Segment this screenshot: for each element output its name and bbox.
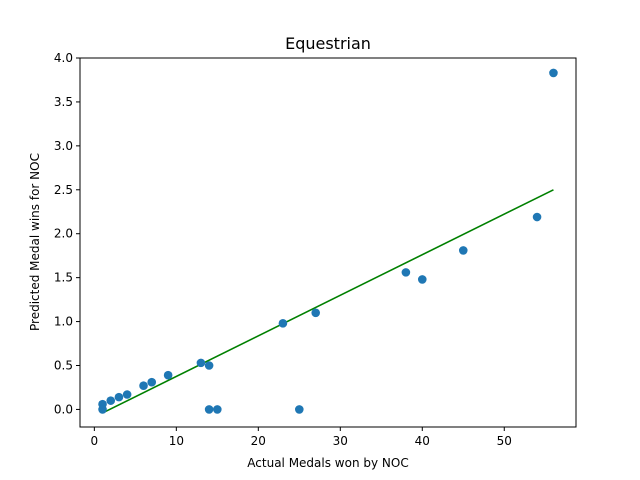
data-point: [122, 390, 132, 399]
x-tick-label: 10: [169, 434, 184, 448]
data-point: [147, 377, 157, 387]
y-tick-label: 3.5: [54, 95, 73, 109]
data-point: [417, 275, 427, 284]
x-axis: 0 10 20 30 40 50: [91, 427, 512, 448]
data-point: [311, 308, 321, 318]
data-point: [114, 392, 124, 402]
y-tick-label: 2.0: [54, 227, 73, 241]
data-point: [295, 405, 304, 414]
y-axis: 0.0 0.5 1.0 1.5 2.0 2.5 3.0 3.5 4.0: [54, 51, 80, 416]
data-point: [98, 405, 107, 414]
y-tick-label: 0.5: [54, 359, 73, 373]
data-point: [163, 370, 173, 380]
data-point: [532, 212, 542, 222]
data-point: [204, 361, 214, 370]
data-points-layer: [98, 68, 558, 414]
plot-area-frame: [79, 57, 577, 428]
y-tick-label: 2.5: [54, 183, 73, 197]
x-tick-label: 50: [497, 434, 512, 448]
data-point: [401, 268, 411, 277]
x-tick-label: 40: [415, 434, 430, 448]
data-point: [549, 68, 558, 78]
x-tick-label: 20: [251, 434, 266, 448]
data-point: [204, 405, 214, 414]
y-tick-label: 3.0: [54, 139, 73, 153]
data-point: [213, 405, 222, 414]
x-tick-label: 0: [91, 434, 99, 448]
x-tick-label: 30: [333, 434, 348, 448]
fit-line-layer: [102, 189, 554, 414]
x-axis-label: Actual Medals won by NOC: [247, 456, 408, 470]
y-tick-label: 0.0: [54, 402, 73, 416]
y-tick-label: 1.0: [54, 315, 73, 329]
data-point: [458, 246, 468, 255]
data-point: [139, 381, 148, 391]
data-point: [196, 358, 206, 368]
y-tick-label: 4.0: [54, 51, 73, 65]
y-axis-label: Predicted Medal wins for NOC: [28, 153, 42, 331]
data-point: [106, 396, 116, 405]
data-point: [278, 319, 288, 328]
y-tick-label: 1.5: [54, 271, 73, 285]
fit-line: [102, 189, 554, 414]
chart-title: Equestrian: [285, 34, 371, 53]
